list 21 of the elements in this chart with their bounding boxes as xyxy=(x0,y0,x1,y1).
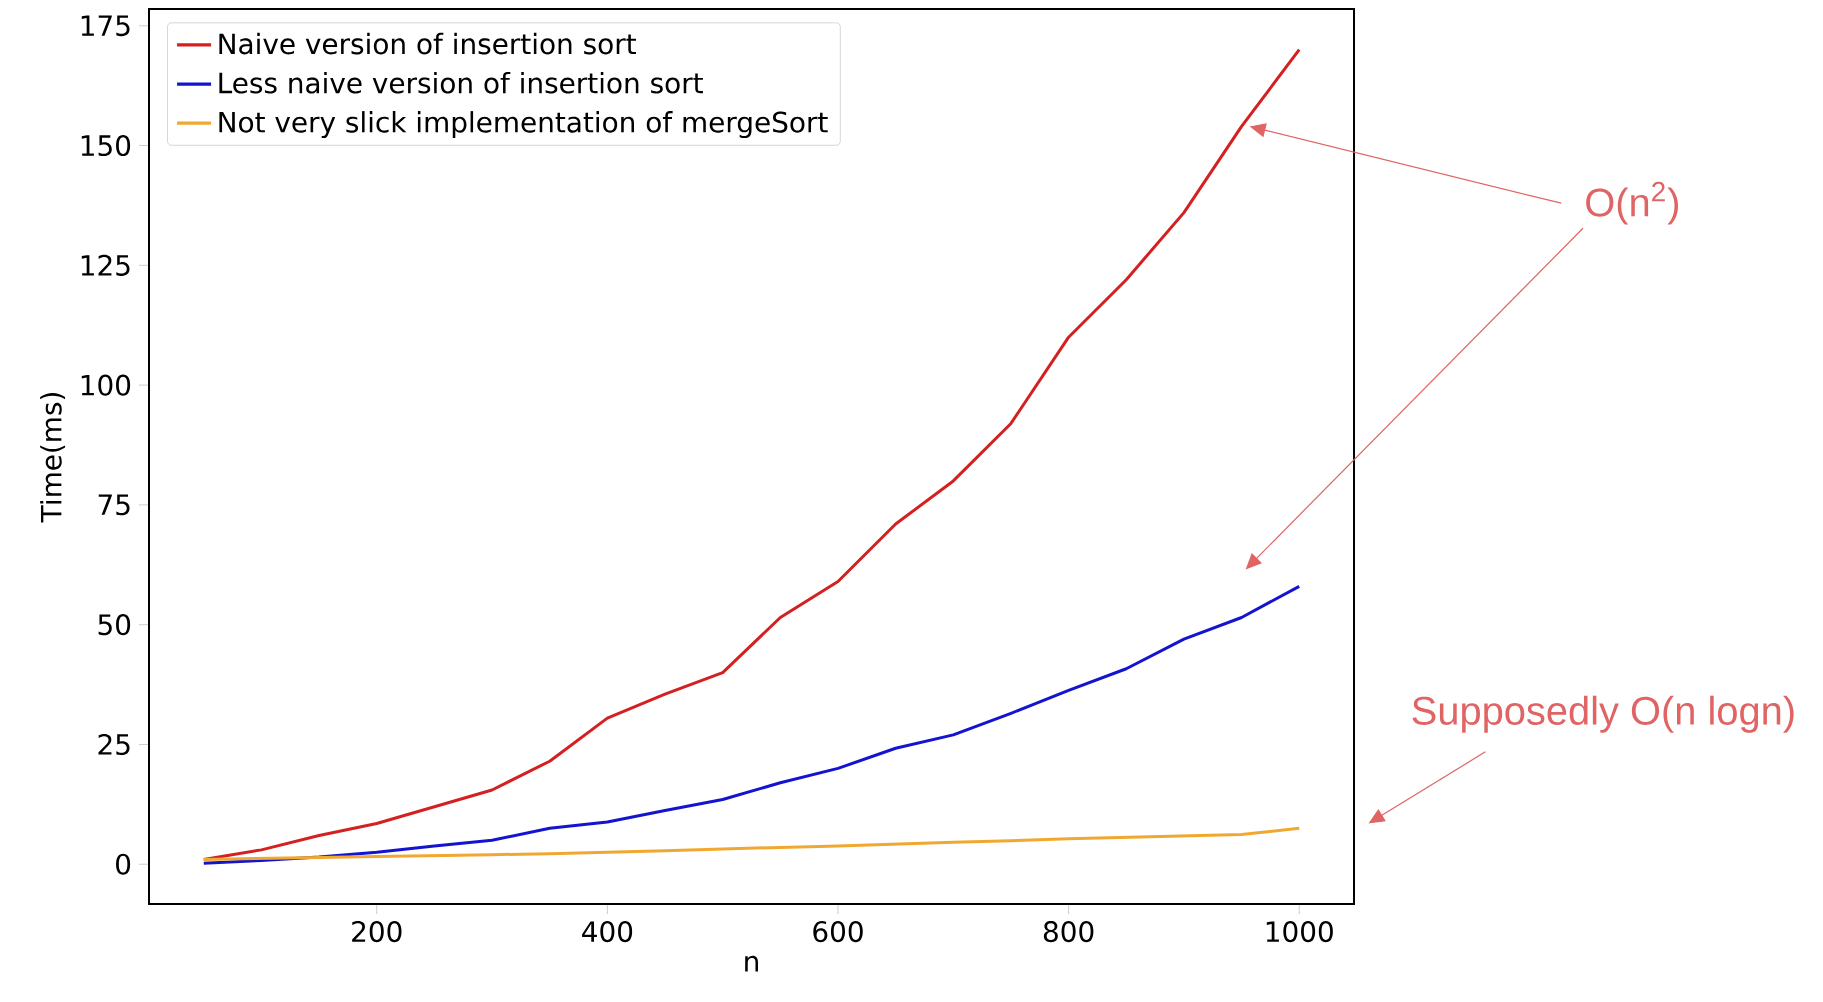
y-tick-label: 175 xyxy=(81,15,130,37)
y-tick-label: 50 xyxy=(98,614,131,636)
y-axis-title: Time(ms) xyxy=(40,393,66,523)
x-axis-title: n xyxy=(745,955,758,972)
x-tick-label: 400 xyxy=(582,921,633,943)
x-tick-label: 800 xyxy=(1043,921,1094,943)
y-tick-label: 100 xyxy=(81,374,131,396)
x-tick-label: 600 xyxy=(813,921,863,943)
legend-label: Naive version of insertion sort xyxy=(219,32,636,55)
y-tick-label: 25 xyxy=(98,733,130,756)
legend-label: Less naive version of insertion sort xyxy=(219,71,703,94)
line-series xyxy=(202,584,1301,865)
y-tick-label: 75 xyxy=(98,494,130,516)
x-tick-label: 1000 xyxy=(1266,921,1333,943)
legend-label: Not very slick implementation of mergeSort xyxy=(219,111,828,139)
text: O(n$^{2}$) xyxy=(1586,181,1679,225)
text: Supposedly O(n logn) xyxy=(1412,695,1794,733)
y-tick-label: 0 xyxy=(116,853,131,875)
y-tick-label: 150 xyxy=(81,134,131,157)
y-tick-label: 125 xyxy=(81,254,130,276)
x-tick-label: 200 xyxy=(352,921,402,943)
